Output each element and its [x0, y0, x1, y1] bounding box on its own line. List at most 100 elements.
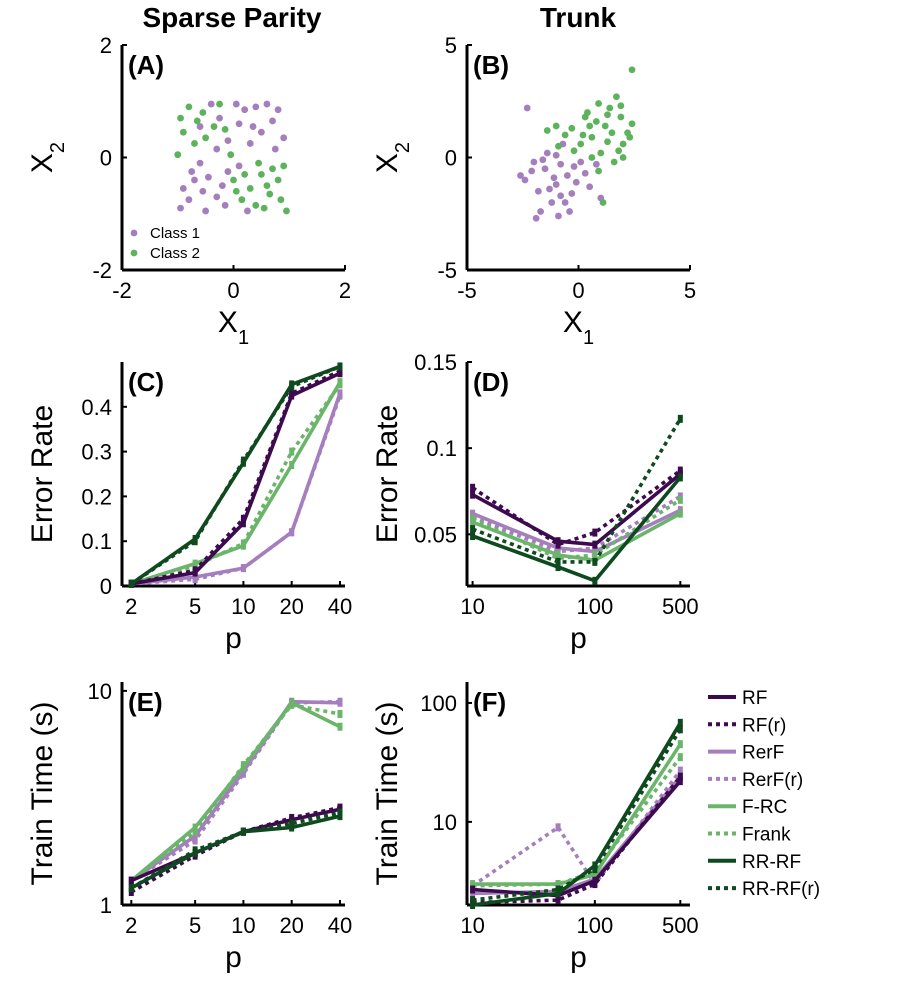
scatter-point-class-1: [224, 168, 232, 175]
y-tick-label: 0.3: [81, 440, 112, 465]
y-axis-label-main: Train Time (s): [26, 702, 59, 886]
y-axis-label-sub: 2: [47, 142, 69, 153]
x-axis-label-main: p: [225, 941, 242, 974]
series-line-rerfr: [471, 769, 682, 888]
y-axis-label-main: X: [371, 153, 404, 173]
scatter-point-class-2: [628, 66, 636, 74]
scatter-point-class-2: [210, 123, 218, 130]
scatter-point-class-2: [619, 154, 627, 161]
panel-label: (B): [473, 50, 509, 80]
scatter-point-class-2: [613, 93, 620, 101]
scatter-point-class-2: [283, 207, 290, 215]
x-tick-label: 40: [328, 594, 352, 619]
scatter-point-class-1: [232, 100, 240, 108]
x-axis-label: X1: [218, 306, 249, 349]
scatter-point-class-2: [628, 120, 636, 128]
x-tick-label: 100: [577, 594, 614, 619]
scatter-point-class-1: [188, 168, 196, 175]
y-tick-label: 0.05: [414, 522, 457, 547]
y-axis-label-main: X: [26, 153, 59, 173]
scatter-point-class-1: [550, 174, 558, 182]
scatter-point-class-2: [252, 201, 260, 209]
scatter-point-class-2: [257, 170, 265, 178]
legend-label: RR-RF: [742, 852, 801, 873]
scatter-point-class-2: [227, 151, 235, 159]
scatter-point-class-2: [174, 151, 182, 159]
legend-label: RF: [742, 688, 767, 709]
scatter-point-class-1: [252, 103, 260, 111]
scatter-point-class-2: [610, 158, 618, 166]
x-tick-label: 100: [577, 913, 614, 938]
scatter-point-class-2: [193, 117, 201, 125]
legend-label: RerF(r): [742, 770, 803, 791]
scatter-point-class-2: [555, 142, 562, 150]
scatter-point-class-2: [191, 140, 198, 147]
legend-label: RR-RF(r): [742, 879, 820, 900]
scatter-point-class-1: [530, 158, 538, 166]
scatter-point-class-1: [568, 190, 576, 197]
x-tick-label: -5: [457, 278, 477, 303]
scatter-point-class-2: [230, 176, 237, 184]
scatter-point-class-1: [537, 208, 544, 215]
x-tick-label: 0: [227, 278, 239, 303]
scatter-point-class-1: [213, 145, 221, 153]
scatter-point-class-2: [199, 109, 207, 116]
scatter-point-class-1: [269, 117, 276, 125]
legend-label: RF(r): [742, 715, 786, 736]
scatter-point-class-1: [572, 178, 580, 186]
x-tick-label: 40: [328, 913, 352, 938]
y-tick-label: 5: [445, 33, 457, 58]
series-line-rf: [472, 779, 682, 898]
scatter-point-class-1: [177, 204, 184, 212]
scatter-point-class-1: [202, 207, 210, 215]
scatter-point-class-2: [246, 185, 254, 192]
x-tick-label: 0: [572, 278, 584, 303]
panel-3: 10 100 500 0.05 0.1 0.15 (D) p Error Rate: [371, 350, 699, 655]
y-tick-label: 0: [100, 574, 112, 599]
scatter-point-class-2: [595, 167, 602, 175]
scatter-point-class-2: [601, 122, 609, 130]
scatter-point-class-2: [599, 199, 607, 206]
x-tick-label: 5: [684, 278, 696, 303]
scatter-point-class-1: [244, 207, 251, 215]
panel-label: (F): [473, 687, 506, 717]
y-tick-label: 0: [100, 146, 112, 171]
y-axis-label-main: Train Time (s): [371, 702, 404, 886]
scatter-point-class-1: [235, 162, 243, 170]
series-line-f-rc: [130, 700, 341, 882]
scatter-point-class-1: [557, 160, 565, 168]
series-line-rr-rf: [130, 364, 341, 586]
scatter-point-class-1: [280, 134, 288, 142]
scatter-point-class-1: [577, 158, 585, 166]
scatter-legend-label: Class 2: [150, 245, 200, 262]
series-line-rr-rf: [471, 476, 682, 583]
y-tick-label: -5: [437, 258, 457, 283]
scatter-point-class-2: [221, 125, 229, 133]
scatter-point-class-1: [218, 182, 226, 190]
scatter-point-class-1: [548, 199, 556, 206]
x-tick-label: 10: [231, 594, 255, 619]
x-axis-label: p: [225, 941, 242, 974]
scatter-point-class-2: [274, 176, 282, 184]
y-axis-label: Train Time (s): [26, 702, 59, 886]
scatter-point-class-1: [534, 187, 542, 195]
scatter-point-class-1: [561, 199, 569, 206]
scatter-point-class-1: [207, 100, 215, 108]
scatter-point-class-2: [238, 196, 246, 204]
scatter-point-class-2: [277, 196, 285, 204]
scatter-point-class-2: [568, 124, 576, 132]
x-tick-label: 20: [279, 913, 303, 938]
y-axis-label: X2: [371, 142, 414, 173]
x-axis-label-main: X: [218, 306, 238, 339]
scatter-point-class-1: [257, 128, 265, 136]
series-line-rr-rf: [130, 814, 341, 890]
scatter-point-class-1: [539, 156, 547, 164]
scatter-point-class-2: [263, 182, 271, 190]
scatter-legend-marker: [130, 249, 138, 257]
scatter-point-class-2: [260, 204, 268, 212]
x-tick-label: 2: [339, 278, 351, 303]
scatter-point-class-2: [617, 102, 625, 110]
scatter-point-class-1: [199, 187, 207, 195]
